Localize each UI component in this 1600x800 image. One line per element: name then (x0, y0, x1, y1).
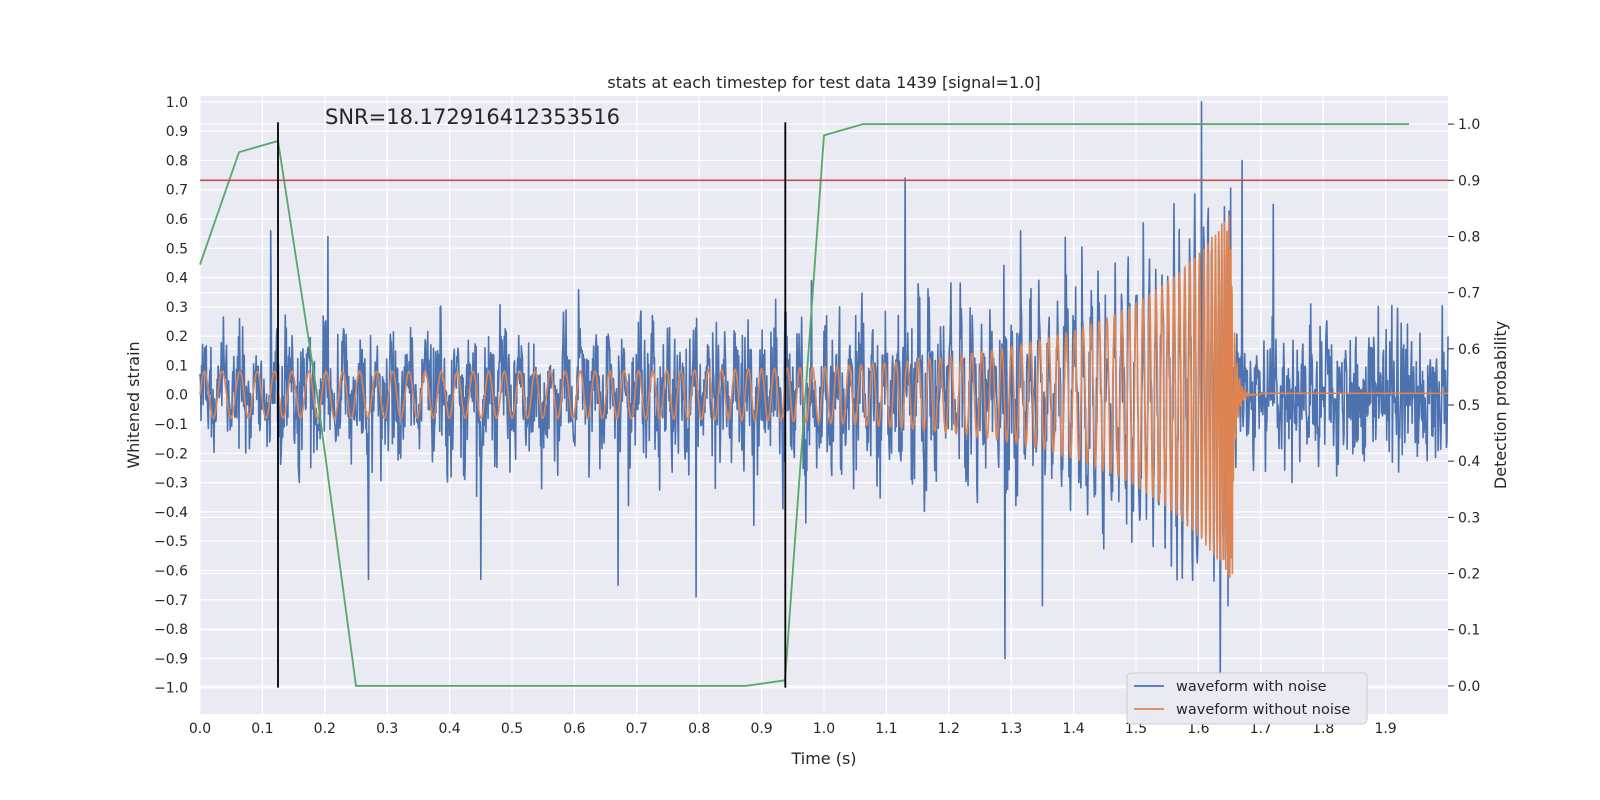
chart-title: stats at each timestep for test data 143… (607, 73, 1040, 92)
left-y-tick-labels: 1.0 0.9 0.8 0.7 0.6 0.5 0.4 0.3 0.2 0.1 0.0 −0.1 −0.… (154, 95, 188, 697)
x-tick-label: 1.8 (1312, 721, 1334, 737)
legend-label-clean: waveform without noise (1176, 702, 1350, 718)
y-tick-label: −0.9 (154, 651, 188, 667)
legend-box (1126, 672, 1368, 725)
y2-tick-label: 0.5 (1458, 398, 1480, 414)
x-axis-label: Time (s) (790, 749, 856, 768)
x-tick-label: 1.7 (1250, 721, 1272, 737)
y2-tick-label: 0.7 (1458, 286, 1480, 302)
y2-tick-label: 0.4 (1458, 454, 1480, 470)
x-tick-label: 0.4 (438, 721, 460, 737)
series-line-detection-probability (199, 123, 1409, 687)
y-tick-label: −0.6 (154, 563, 188, 579)
x-tick-label: 1.1 (875, 721, 897, 737)
series-line-waveform-with-noise (199, 101, 1449, 689)
series-line-waveform-without-noise (199, 214, 1448, 578)
y-tick-label: 0.9 (166, 124, 188, 140)
y-tick-label: 0.2 (166, 329, 188, 345)
y2-tick-label: 0.0 (1458, 679, 1480, 695)
y-tick-label: −0.2 (154, 446, 188, 462)
y2-tick-label: 0.1 (1458, 623, 1480, 639)
x-tick-labels: 0.0 0.1 0.2 0.3 0.4 0.5 0.6 0.7 0.8 0.9 1.0 1.1 1.2 1… (189, 721, 1397, 737)
y-tick-label: −1.0 (154, 681, 188, 697)
x-tick-label: 0.8 (688, 721, 710, 737)
y-tick-label: −0.1 (154, 417, 188, 433)
x-tick-label: 0.6 (563, 721, 585, 737)
y-tick-label: −0.7 (154, 593, 188, 609)
x-tick-label: 1.5 (1125, 721, 1147, 737)
right-y-tick-labels: 1.0 0.9 0.8 0.7 0.6 0.5 0.4 0.3 0.2 0.1 0.0 (1448, 117, 1480, 695)
x-tick-label: 0.5 (501, 721, 523, 737)
x-tick-label: 1.4 (1062, 721, 1084, 737)
x-tick-label: 1.3 (1000, 721, 1022, 737)
y-tick-label: 0.3 (166, 300, 188, 316)
y2-tick-label: 0.9 (1458, 173, 1480, 189)
y2-tick-label: 0.6 (1458, 342, 1480, 358)
legend: waveform with noise waveform without noi… (1126, 672, 1368, 725)
y2-tick-label: 0.2 (1458, 567, 1480, 583)
y-tick-label: 0.4 (166, 271, 188, 287)
x-tick-label: 1.6 (1187, 721, 1209, 737)
y-tick-label: −0.4 (154, 505, 188, 521)
series-layer (199, 101, 1449, 689)
x-tick-label: 1.0 (813, 721, 835, 737)
y-axis-label: Whitened strain (124, 341, 143, 468)
y-tick-label: 0.1 (166, 358, 188, 374)
y-tick-label: −0.5 (154, 534, 188, 550)
x-tick-label: 0.0 (189, 721, 211, 737)
x-tick-label: 0.2 (314, 721, 336, 737)
x-tick-label: 1.2 (938, 721, 960, 737)
snr-annotation: SNR=18.172916412353516 (325, 105, 620, 129)
y2-tick-label: 1.0 (1458, 117, 1480, 133)
y-tick-label: 0.8 (166, 153, 188, 169)
y-tick-label: 0.5 (166, 241, 188, 257)
x-tick-label: 0.7 (626, 721, 648, 737)
y-tick-label: −0.3 (154, 476, 188, 492)
y2-tick-label: 0.3 (1458, 510, 1480, 526)
plot-area (199, 101, 1449, 689)
x-tick-label: 0.3 (376, 721, 398, 737)
y-tick-label: −0.8 (154, 622, 188, 638)
y-tick-label: 0.7 (166, 183, 188, 199)
x-tick-label: 1.9 (1374, 721, 1396, 737)
x-tick-label: 0.9 (750, 721, 772, 737)
y-tick-label: 0.6 (166, 212, 188, 228)
y2-tick-label: 0.8 (1458, 229, 1480, 245)
legend-label-noise: waveform with noise (1176, 679, 1327, 695)
y-tick-label: 0.0 (166, 388, 188, 404)
x-tick-label: 0.1 (251, 721, 273, 737)
y-tick-label: 1.0 (166, 95, 188, 111)
y2-axis-label: Detection probability (1491, 321, 1510, 489)
